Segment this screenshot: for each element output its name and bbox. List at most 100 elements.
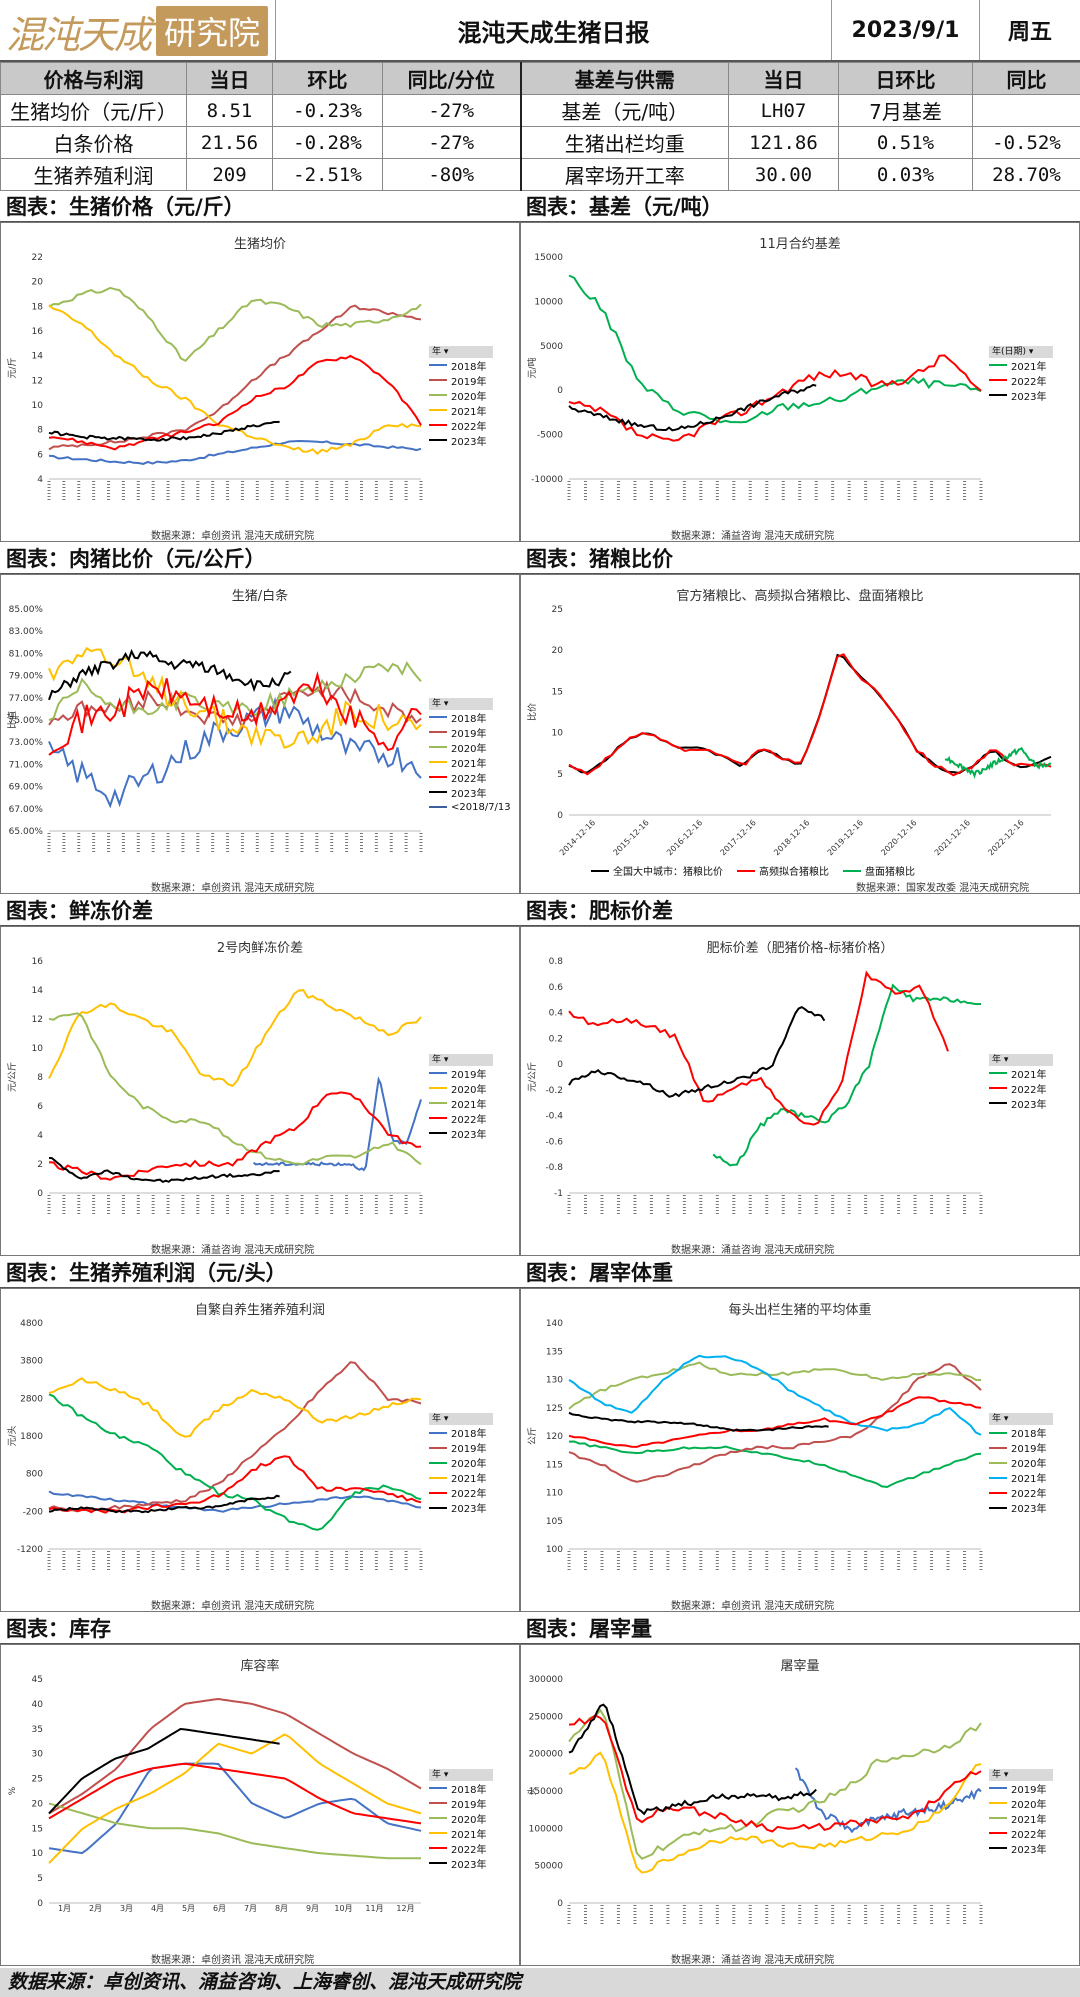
legend-filter-header[interactable]: 年 ▾ [429,697,493,710]
y-tick-label: 10 [32,1849,44,1859]
legend-filter-header[interactable]: 年 ▾ [989,1053,1053,1066]
legend-label: 2019年 [451,728,487,740]
legend-label: 2022年 [451,1844,487,1856]
legend-filter-header[interactable]: 年 ▾ [429,345,493,358]
y-tick-label: 1800 [20,1432,43,1442]
y-tick-label: 6 [37,1102,43,1112]
y-axis-label: 比价 [526,703,538,721]
legend-swatch [989,1787,1007,1790]
legend-filter-header[interactable]: 年(日期) ▾ [989,345,1053,358]
legend-swatch [843,869,861,872]
panel-title: 图表：屠宰体重 [520,1258,1080,1288]
legend-swatch [989,1102,1007,1105]
chart-svg: 140 135 130 125 120 115 110 105 100 公斤 [527,1319,983,1571]
report-weekday: 周五 [979,0,1080,60]
x-tick-label: 2019-12-16 [826,818,865,857]
series-line [48,420,280,442]
legend-swatch [989,1491,1007,1494]
logo-text: 混沌天成 [6,12,152,57]
legend-swatch [989,1506,1007,1509]
series-line [48,1490,422,1513]
legend-label: 2018年 [1011,1429,1047,1441]
legend-label: 2022年 [1011,1829,1047,1841]
chart-legend: 年 ▾ 2018年 2019年 2020年 2021年 2022年 2023年 [429,1413,493,1515]
legend-swatch [429,1461,447,1464]
panel-basis: 图表：基差（元/吨） 11月合约基差 15000 10000 5000 0 -5000 -10… [520,192,1080,542]
legend-swatch [989,1087,1007,1090]
series-line [252,1076,422,1172]
chart-source: 数据来源：涌益咨询 混沌天成研究院 [671,531,835,542]
y-tick-label: 85.00% [9,605,44,615]
panel-title: 图表：猪粮比价 [520,544,1080,574]
table-row: 生猪均价（元/斤） 8.51 -0.23% -27% 基差（元/吨） LH07 … [0,94,1080,127]
series-line [48,439,422,465]
legend-filter-header[interactable]: 年 ▾ [429,1413,493,1426]
legend-item: 2018年 [429,358,493,373]
legend-swatch [989,1072,1007,1075]
chart-title: 肥标价差（肥猪价格-标猪价格） [706,941,894,956]
y-tick-label: 10000 [534,297,563,307]
y-tick-label: 73.00% [9,738,44,748]
legend-item: 2018年 [429,1425,493,1440]
series-line [568,970,949,1126]
y-tick-label: 18 [32,302,44,312]
y-axis-label: % [8,1786,18,1795]
legend-item: 2020年 [429,1081,493,1096]
y-axis-label: 元/斤 [7,357,18,378]
chart-box: 生猪均价 22 20 18 16 14 12 10 8 6 4 元/斤 数据来源：卓创资讯 混沌天成研究… [0,222,520,542]
legend-filter-header[interactable]: 年 ▾ [989,1768,1053,1781]
legend-label: 2020年 [451,391,487,403]
legend-label: 2020年 [1011,1799,1047,1811]
legend-label: 2023年 [451,788,487,800]
table-header: 基差与供需 [519,62,729,95]
legend-swatch [429,1446,447,1449]
legend-filter-header[interactable]: 年 ▾ [429,1768,493,1781]
table-header: 价格与利润 [0,62,187,95]
y-tick-label: 110 [546,1489,563,1499]
chart-title: 11月合约基差 [759,237,841,252]
y-tick-label: 115 [546,1460,563,1470]
y-tick-label: 135 [546,1347,563,1357]
legend-swatch [429,409,447,412]
series-line [568,274,982,424]
table-cell: 21.56 [186,126,273,159]
legend-item: 2020年 [429,1455,493,1470]
y-tick-label: 0.8 [549,957,564,967]
y-tick-label: 3800 [20,1357,43,1367]
legend-swatch [429,1132,447,1135]
panel-title: 图表：肥标价差 [520,896,1080,926]
y-tick-label: 22 [32,253,43,263]
x-tick-label: 2017-12-16 [719,818,758,857]
chart-legend: 年 ▾ 2019年 2020年 2021年 2022年 2023年 [429,1053,493,1141]
legend-item: 2022年 [429,1111,493,1126]
y-tick-label: 4 [37,475,43,485]
y-tick-label: -0.8 [545,1163,563,1173]
table-cell: 121.86 [728,126,839,159]
x-tick-label: 2021-12-16 [933,818,972,857]
report-header: 混沌天成 研究院 混沌天成生猪日报 2023/9/1 周五 [0,0,1080,62]
chart-box: 屠宰量 300000 250000 200000 150000 100000 50000 0 头… [520,1644,1080,1966]
series-line [568,1363,982,1483]
chart-svg: 300000 250000 200000 150000 100000 50000 0 头 [527,1675,983,1925]
legend-item: 2023年 [429,1500,493,1515]
table-cell: 7月基差 [838,94,973,127]
chart-svg: 25 20 15 10 5 0 比价 2014-12-16 2015-12-16 2016-12-… [526,605,1052,857]
legend-label: 2019年 [1011,1784,1047,1796]
series-line [48,1393,422,1531]
y-tick-label: 16 [32,957,44,967]
legend-filter-header[interactable]: 年 ▾ [989,1413,1053,1426]
legend-filter-header[interactable]: 年 ▾ [429,1053,493,1066]
table-cell: 28.70% [972,158,1080,191]
chart-source: 数据来源：卓创资讯 混沌天成研究院 [151,883,315,894]
legend-label: 2020年 [1011,1459,1047,1471]
legend-label: 2020年 [451,1084,487,1096]
y-tick-label: 105 [546,1517,563,1527]
legend-item: 2020年 [989,1455,1053,1470]
table-header: 同比/分位 [382,62,521,95]
y-tick-label: 5 [37,1874,43,1884]
legend-swatch [429,364,447,367]
x-tick-label: 8月 [275,1904,288,1913]
legend-item: 2022年 [429,418,493,433]
legend-swatch [429,1506,447,1509]
legend-swatch [429,1802,447,1805]
